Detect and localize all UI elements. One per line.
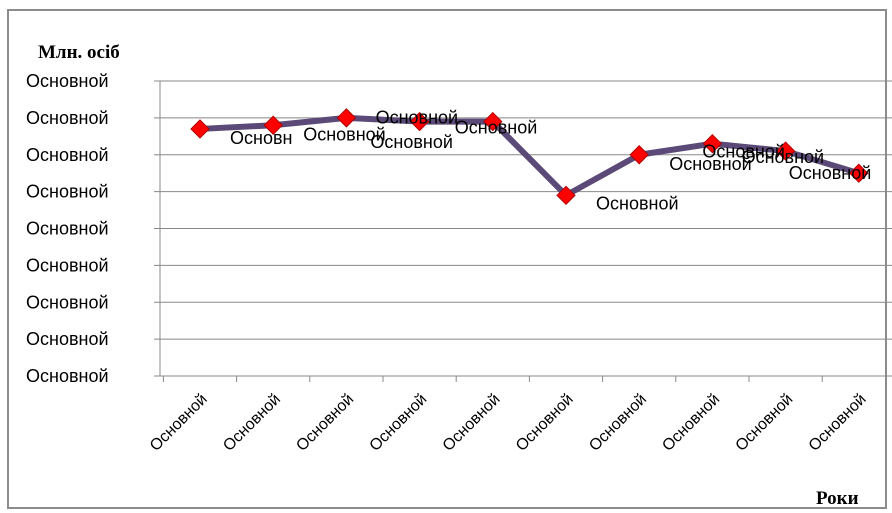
data-point-marker bbox=[409, 111, 430, 132]
data-label: Основной bbox=[376, 108, 459, 128]
series-line-path bbox=[199, 114, 860, 199]
y-tick-label: Основной bbox=[26, 292, 109, 312]
x-tick-label: Основной bbox=[733, 391, 797, 455]
y-tick-label: Основной bbox=[26, 145, 109, 165]
axes bbox=[154, 80, 892, 382]
data-point-marker bbox=[629, 145, 649, 165]
data-point-marker bbox=[336, 108, 357, 128]
x-tick-label: Основной bbox=[806, 391, 870, 455]
y-tick-label: Основной bbox=[26, 366, 109, 386]
data-label: Основной bbox=[789, 163, 872, 183]
series-markers bbox=[190, 108, 869, 206]
data-label: Основной bbox=[596, 193, 679, 213]
y-tick-label: Основной bbox=[26, 329, 109, 349]
y-tick-label: Основной bbox=[26, 182, 109, 202]
data-labels: Основн ОсновнойОсновнойОсновнойОсновнойОс… bbox=[230, 108, 871, 214]
data-label: Основной bbox=[702, 142, 785, 162]
data-point-marker bbox=[775, 141, 796, 161]
chart-frame bbox=[7, 9, 887, 509]
data-label: Основной bbox=[370, 132, 453, 152]
y-tick-label: Основной bbox=[26, 255, 109, 275]
y-axis-title: Млн. осіб bbox=[38, 42, 120, 63]
y-tick-label: Основной bbox=[26, 71, 109, 91]
series-line bbox=[199, 114, 860, 199]
y-tick-label: Основной bbox=[26, 108, 109, 128]
data-label: Основной bbox=[455, 118, 538, 138]
x-tick-label: Основной bbox=[367, 391, 431, 455]
x-tick-label: Основной bbox=[220, 391, 284, 455]
x-tick-label: Основной bbox=[440, 391, 504, 455]
x-tick-label: Основной bbox=[659, 391, 723, 455]
data-label: Основной bbox=[303, 124, 386, 144]
data-point-marker bbox=[702, 133, 723, 154]
x-tick-label: Основной bbox=[513, 391, 577, 455]
data-point-marker bbox=[483, 111, 503, 132]
data-point-marker bbox=[849, 163, 869, 183]
x-axis-title: Роки bbox=[816, 488, 859, 509]
x-tick-labels: Основной Основной Основной Основной Основной… bbox=[147, 391, 870, 455]
data-label: Основной bbox=[742, 147, 825, 167]
y-tick-labels: Основной Основной Основной Основной Основной… bbox=[26, 71, 109, 386]
data-label: Основной bbox=[669, 154, 752, 174]
data-label: Основн bbox=[230, 128, 292, 148]
data-point-marker bbox=[556, 185, 576, 206]
x-tick-label: Основной bbox=[586, 391, 650, 455]
x-tick-label: Основной bbox=[293, 391, 357, 455]
x-tick-label: Основной bbox=[147, 391, 211, 455]
data-point-marker bbox=[263, 115, 283, 135]
data-point-marker bbox=[190, 119, 210, 139]
y-tick-label: Основной bbox=[26, 219, 109, 239]
